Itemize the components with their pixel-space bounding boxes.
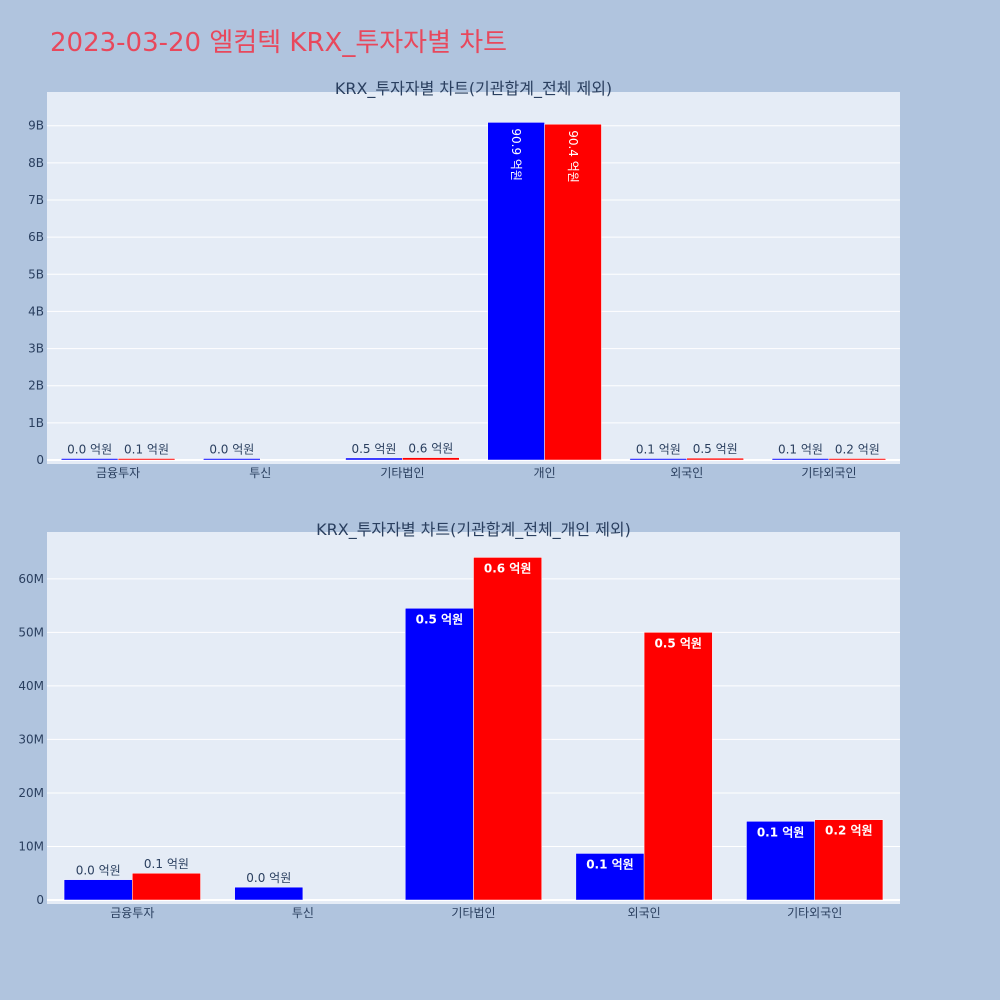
y-tick-label: 7B — [28, 193, 44, 207]
chart-title: KRX_투자자별 차트(기관합계_전체 제외) — [335, 79, 612, 99]
chart-2: KRX_투자자별 차트(기관합계_전체_개인 제외) 0 10M 20M 30M 40M 5… — [18, 520, 900, 920]
y-tick-label: 50M — [18, 625, 44, 639]
y-tick-label: 6B — [28, 230, 44, 244]
bar-sell — [828, 458, 887, 461]
page-title: 2023-03-20 엘컴텍 KRX_투자자별 차트 — [50, 28, 508, 58]
data-label: 0.5 억원 — [654, 636, 702, 650]
bar-sell — [132, 872, 201, 901]
data-label: 0.1 억원 — [757, 825, 805, 839]
bar-buy — [345, 457, 403, 461]
data-label: 0.0 억원 — [67, 443, 112, 457]
bar-sell — [544, 123, 602, 461]
data-label: 0.2 억원 — [835, 443, 880, 457]
bar-sell — [402, 457, 460, 461]
bar-sell — [686, 457, 744, 461]
x-tick-label: 기타외국인 — [801, 466, 856, 480]
x-tick-label: 금융투자 — [110, 906, 154, 920]
data-label: 0.0 억원 — [76, 864, 121, 878]
data-label: 0.6 억원 — [408, 442, 453, 456]
data-label: 0.6 억원 — [484, 561, 532, 575]
bar-sell — [814, 819, 884, 901]
bar-buy — [771, 458, 830, 461]
x-tick-label: 기타법인 — [380, 466, 424, 480]
data-label: 90.9 억원 — [509, 128, 523, 181]
data-label: 0.0 억원 — [209, 443, 254, 457]
chart-1: KRX_투자자별 차트(기관합계_전체 제외) 0 1B 2B 3B 4B 5B 6B 7B 8B… — [28, 79, 900, 480]
bar-buy — [405, 608, 474, 901]
x-tick-label: 투신 — [249, 466, 271, 480]
chart-title: KRX_투자자별 차트(기관합계_전체_개인 제외) — [316, 520, 631, 540]
y-tick-label: 30M — [18, 732, 44, 746]
data-label: 0.1 억원 — [144, 857, 189, 871]
data-label: 0.0 억원 — [246, 871, 291, 885]
data-label: 0.5 억원 — [416, 612, 464, 626]
y-tick-label: 0 — [36, 453, 44, 467]
y-tick-label: 10M — [18, 839, 44, 853]
bar-sell — [117, 458, 176, 461]
data-label: 0.5 억원 — [351, 442, 396, 456]
x-tick-label: 외국인 — [628, 906, 661, 920]
y-tick-label: 40M — [18, 679, 44, 693]
bar-sell — [473, 557, 542, 901]
data-label: 0.1 억원 — [636, 443, 681, 457]
data-label: 90.4 억원 — [566, 130, 580, 183]
y-tick-label: 2B — [28, 379, 44, 393]
y-tick-label: 4B — [28, 304, 44, 318]
bar-sell — [643, 632, 713, 901]
data-label: 0.1 억원 — [124, 443, 169, 457]
data-label: 0.1 억원 — [586, 857, 634, 871]
y-tick-label: 0 — [36, 893, 44, 907]
bar-buy — [487, 122, 545, 461]
y-tick-label: 3B — [28, 342, 44, 356]
y-tick-label: 5B — [28, 267, 44, 281]
x-tick-label: 개인 — [534, 466, 556, 480]
bar-buy — [234, 886, 304, 901]
data-label: 0.2 억원 — [825, 824, 873, 838]
x-tick-label: 투신 — [292, 906, 314, 920]
x-tick-label: 금융투자 — [96, 466, 140, 480]
bar-buy — [63, 879, 133, 901]
x-tick-label: 외국인 — [670, 466, 703, 480]
y-tick-label: 8B — [28, 156, 44, 170]
bar-buy — [203, 458, 261, 461]
data-label: 0.1 억원 — [778, 443, 823, 457]
bar-buy — [60, 458, 119, 461]
x-tick-label: 기타법인 — [451, 906, 495, 920]
y-tick-label: 9B — [28, 119, 44, 133]
bar-buy — [575, 853, 645, 901]
data-label: 0.5 억원 — [693, 442, 738, 456]
y-tick-label: 60M — [18, 572, 44, 586]
bar-buy — [746, 821, 815, 901]
y-tick-label: 1B — [28, 416, 44, 430]
x-tick-label: 기타외국인 — [787, 906, 842, 920]
y-tick-label: 20M — [18, 786, 44, 800]
plot-area — [47, 92, 900, 464]
bar-buy — [629, 458, 688, 461]
